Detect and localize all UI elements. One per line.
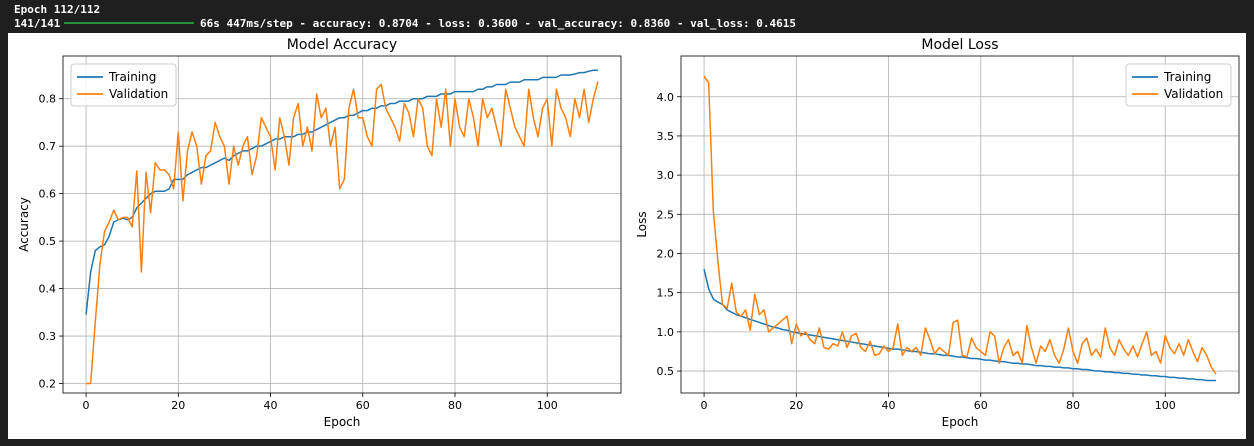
x-axis-label: Epoch	[942, 415, 979, 429]
y-tick-label: 2.5	[657, 208, 675, 221]
y-tick-label: 0.2	[39, 378, 57, 391]
x-tick-label: 80	[1066, 399, 1080, 412]
x-tick-label: 20	[171, 399, 185, 412]
legend-box	[1125, 63, 1232, 107]
y-tick-label: 1.5	[657, 287, 675, 300]
x-tick-label: 60	[974, 399, 988, 412]
x-tick-label: 40	[882, 399, 896, 412]
chart-1: 0 20 40 60 80 100 0.5 1.0 1.5 2.0 2.5 3.0 3.5 4.0 Mode…	[635, 37, 1240, 429]
x-axis-label: Epoch	[324, 415, 361, 429]
x-tick-label: 100	[537, 399, 558, 412]
x-tick-label: 60	[356, 399, 370, 412]
y-tick-label: 0.4	[39, 283, 57, 296]
chart-title: Model Loss	[921, 37, 998, 53]
y-tick-label: 1.0	[657, 326, 675, 339]
x-tick-label: 80	[448, 399, 462, 412]
series-line-training	[85, 69, 598, 315]
chart-title: Model Accuracy	[287, 37, 397, 53]
figure-canvas: 0 20 40 60 80 100 0.2 0.3 0.4 0.5 0.6 0.7 0.8 Model A…	[8, 33, 1246, 439]
legend-label: Training	[1163, 70, 1211, 84]
y-tick-label: 3.5	[657, 130, 675, 143]
progress-bar	[64, 22, 194, 24]
legend-label: Validation	[109, 87, 168, 101]
y-tick-label: 2.0	[657, 247, 675, 260]
y-tick-label: 0.6	[39, 188, 57, 201]
legend-box	[70, 63, 177, 107]
y-tick-label: 0.7	[39, 140, 57, 153]
y-axis-label: Accuracy	[17, 197, 31, 252]
x-tick-label: 0	[701, 399, 708, 412]
y-tick-label: 0.5	[657, 365, 675, 378]
x-tick-label: 100	[1155, 399, 1176, 412]
y-tick-label: 4.0	[657, 91, 675, 104]
series-line-validation	[86, 81, 599, 385]
charts-svg: 0 20 40 60 80 100 0.2 0.3 0.4 0.5 0.6 0.7 0.8 Model A…	[17, 37, 1240, 429]
y-tick-label: 0.5	[39, 235, 57, 248]
legend: Training Validation	[70, 63, 177, 107]
epoch-line: Epoch 112/112	[14, 3, 101, 16]
series-line-training	[703, 268, 1216, 382]
console-output: Epoch 112/112 141/141 66s 447ms/step - a…	[0, 0, 1254, 32]
y-tick-label: 3.0	[657, 169, 675, 182]
chart-0: 0 20 40 60 80 100 0.2 0.3 0.4 0.5 0.6 0.7 0.8 Model A…	[17, 37, 622, 429]
series-line-validation	[703, 75, 1217, 375]
x-tick-label: 20	[789, 399, 803, 412]
axes-frame	[680, 55, 1240, 394]
x-tick-label: 0	[83, 399, 90, 412]
legend-label: Training	[108, 70, 156, 84]
x-tick-label: 40	[264, 399, 278, 412]
metrics-line: 66s 447ms/step - accuracy: 0.8704 - loss…	[200, 17, 797, 30]
step-count: 141/141	[14, 17, 61, 30]
y-tick-label: 0.8	[39, 93, 57, 106]
y-axis-label: Loss	[635, 211, 649, 237]
y-tick-label: 0.3	[39, 330, 57, 343]
axes-frame	[62, 55, 622, 394]
legend: Training Validation	[1125, 63, 1232, 107]
legend-label: Validation	[1164, 87, 1223, 101]
